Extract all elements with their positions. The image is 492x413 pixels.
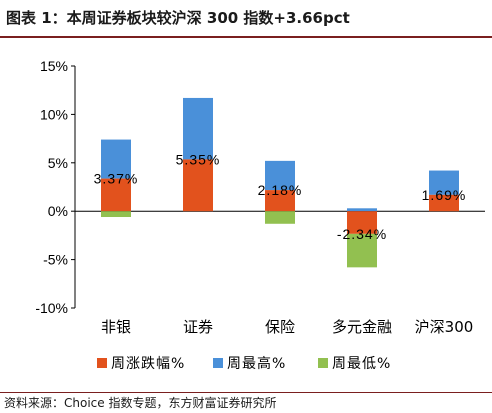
data-label: 2.18% <box>258 182 303 198</box>
data-label: 1.69% <box>422 187 467 203</box>
bars <box>101 97 459 268</box>
x-category-label: 沪深300 <box>415 318 474 336</box>
legend-swatch <box>318 358 328 368</box>
bar-chart: 15% 10% 5% 0% -5% -10% 3.37% 5.35% 2.18% -2.34% 1… <box>35 58 485 372</box>
bar-weekly-change <box>183 159 213 212</box>
y-tick-label: 0% <box>48 203 68 219</box>
legend-label: 周涨跌幅% <box>111 356 185 372</box>
legend-swatch <box>213 358 223 368</box>
x-category-label: 多元金融 <box>332 318 392 336</box>
data-label: 5.35% <box>176 151 221 167</box>
bar-weekly-change <box>429 194 459 212</box>
legend-swatch <box>97 358 107 368</box>
bar-weekly-low <box>101 211 131 218</box>
bar-weekly-change <box>347 211 377 234</box>
data-label: -2.34% <box>337 226 387 242</box>
bar-weekly-high <box>429 170 459 195</box>
bar-weekly-change <box>101 178 131 212</box>
bar-weekly-high <box>101 139 131 179</box>
y-tick-label: 10% <box>40 106 68 122</box>
legend-label: 周最低% <box>332 356 391 372</box>
bar-weekly-low <box>347 233 377 268</box>
source-divider <box>0 392 492 393</box>
y-tick-label: 15% <box>40 58 68 74</box>
source-note: 资料来源：Choice 指数专题，东方财富证券研究所 <box>4 396 277 410</box>
bar-weekly-high <box>265 160 295 191</box>
legend: 周涨跌幅% 周最高% 周最低% <box>97 355 391 372</box>
x-category-label: 保险 <box>265 318 295 336</box>
bar-weekly-change <box>265 190 295 212</box>
x-category-label: 证券 <box>183 318 213 336</box>
legend-label: 周最高% <box>227 355 286 372</box>
y-tick-label: -10% <box>35 300 68 316</box>
x-axis-categories: 非银 证券 保险 多元金融 沪深300 <box>101 318 473 336</box>
y-tick-label: -5% <box>43 252 68 268</box>
bar-weekly-high <box>347 208 377 212</box>
bar-weekly-high <box>183 97 213 160</box>
bar-weekly-low <box>265 211 295 224</box>
y-tick-label: 5% <box>48 155 68 171</box>
data-labels: 3.37% 5.35% 2.18% -2.34% 1.69% <box>94 151 467 242</box>
chart-title: 图表 1：本周证券板块较沪深 300 指数+3.66pct <box>6 9 350 27</box>
title-divider <box>0 36 492 38</box>
x-category-label: 非银 <box>101 318 131 336</box>
data-label: 3.37% <box>94 171 139 187</box>
